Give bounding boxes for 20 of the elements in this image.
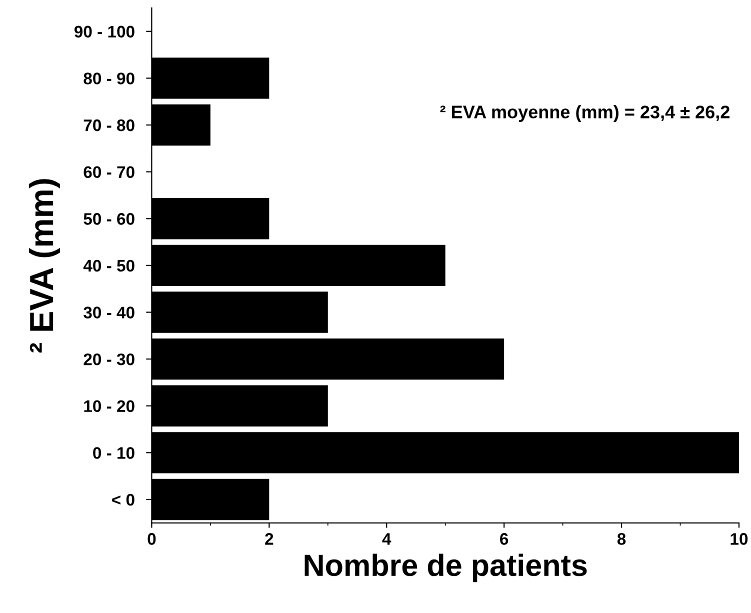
y-tick-label: 90 - 100 xyxy=(74,26,134,38)
y-tick-label: 40 - 50 xyxy=(83,260,134,272)
y-tick-label: < 0 xyxy=(112,494,134,506)
x-tick-label: 0 xyxy=(148,533,156,545)
x-tick-label: 10 xyxy=(730,533,748,545)
x-tick-label: 4 xyxy=(382,533,392,545)
y-tick-label: 60 - 70 xyxy=(84,166,134,178)
x-tick-label: 2 xyxy=(265,533,274,545)
y-tick-label: 20 - 30 xyxy=(84,353,134,366)
y-tick-label: 50 - 60 xyxy=(84,213,134,225)
annotation: ² EVA moyenne (mm) = 23,4 ± 26,2 xyxy=(440,105,730,122)
y-tick-label: 70 - 80 xyxy=(84,119,134,132)
y-axis-title: ² EVA (mm) xyxy=(28,179,60,353)
x-tick-label: 6 xyxy=(500,533,508,545)
y-tick-label: 80 - 90 xyxy=(84,72,134,84)
y-tick-label: 30 - 40 xyxy=(84,306,134,318)
x-axis-title: Nombre de patients xyxy=(304,554,587,582)
y-tick-label: 10 - 20 xyxy=(84,400,134,412)
y-tick-label: 0 - 10 xyxy=(93,447,134,459)
x-tick-label: 8 xyxy=(617,533,626,545)
